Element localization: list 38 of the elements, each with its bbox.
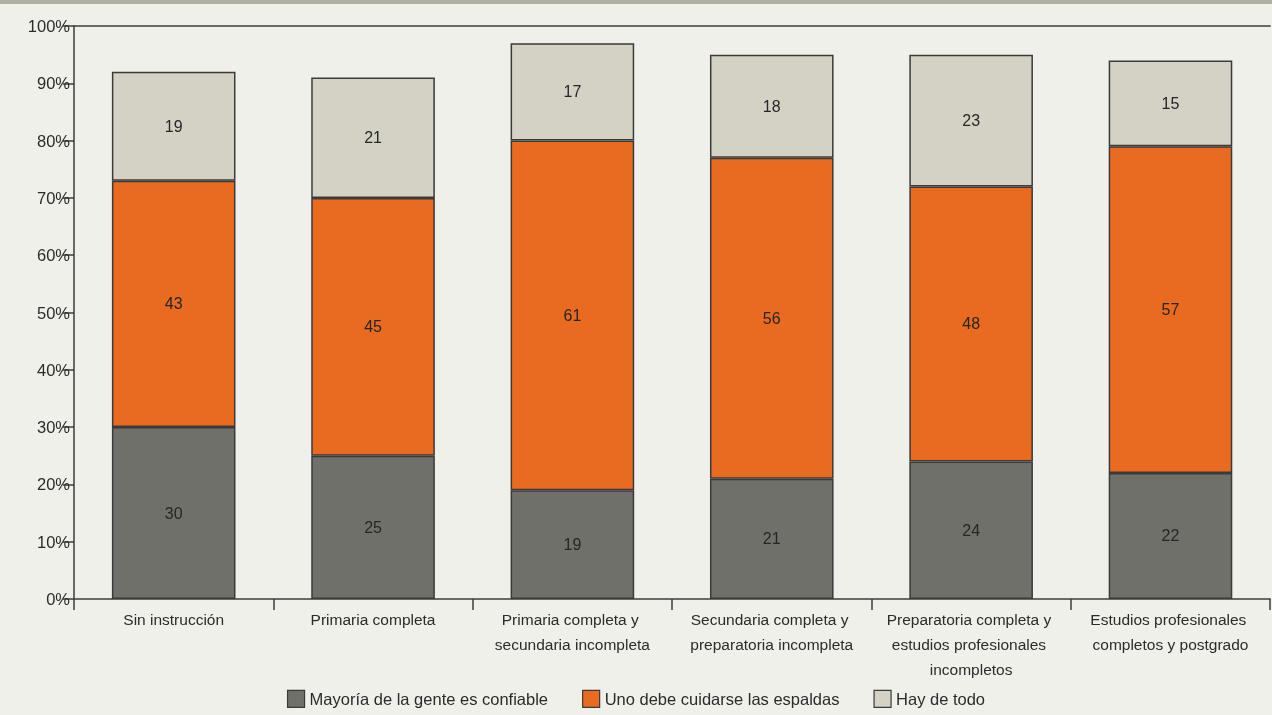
y-tick-label: 100% — [27, 17, 71, 35]
data-label: 45 — [364, 318, 383, 336]
y-tick-label: 0% — [46, 590, 71, 608]
x-tick-label: Secundaria completa y preparatoria incompleta — [690, 611, 854, 653]
data-label: 30 — [164, 504, 183, 522]
data-label: 48 — [962, 315, 981, 333]
x-tick-label: Primaria completa — [310, 611, 436, 628]
data-label: 21 — [762, 530, 781, 548]
data-label: 25 — [364, 518, 383, 536]
x-tick-label: Primaria completa y secundaria incompleta — [494, 611, 651, 653]
data-label: 61 — [563, 306, 582, 324]
y-tick-label: 20% — [36, 475, 71, 494]
data-label: 17 — [563, 83, 582, 101]
data-label: 18 — [762, 97, 781, 115]
x-tick-label: Sin instrucción — [123, 611, 225, 628]
y-tick-label: 70% — [36, 188, 71, 207]
y-tick-label: 10% — [36, 532, 71, 551]
data-label: 24 — [962, 521, 981, 539]
x-tick-label: Estudios profesionales completos y postgrado — [1090, 611, 1251, 653]
legend-label: Uno debe cuidarse las espaldas — [604, 689, 840, 708]
y-tick-label: 40% — [36, 360, 71, 379]
data-label: 15 — [1161, 94, 1180, 112]
data-label: 43 — [164, 295, 183, 313]
y-tick-label: 90% — [36, 74, 71, 93]
data-label: 23 — [962, 112, 981, 130]
data-label: 19 — [563, 536, 582, 554]
y-tick-label: 60% — [36, 246, 71, 265]
legend-label: Hay de todo — [896, 689, 986, 708]
data-label: 22 — [1161, 527, 1180, 545]
y-tick-label: 50% — [36, 303, 71, 322]
legend-label: Mayoría de la gente es confiable — [309, 689, 549, 708]
x-tick-label: Preparatoria completa y estudios profesionales incompletos — [886, 611, 1056, 678]
data-label: 19 — [164, 117, 183, 135]
data-label: 21 — [364, 129, 383, 147]
y-tick-label: 80% — [36, 131, 71, 150]
data-label: 56 — [762, 309, 781, 327]
data-label: 57 — [1161, 301, 1180, 319]
y-tick-label: 30% — [36, 418, 71, 437]
